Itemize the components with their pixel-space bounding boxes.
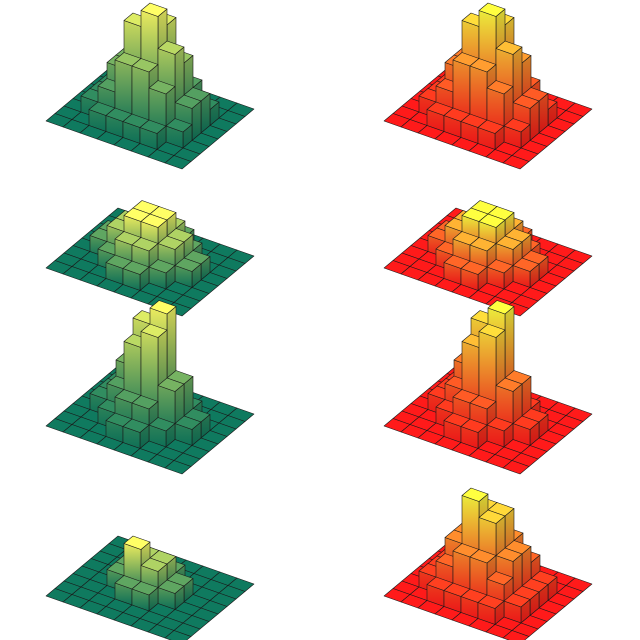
bar-top-face xyxy=(157,377,185,392)
bar-top-face xyxy=(486,571,514,586)
bar-top-face xyxy=(502,460,530,475)
bar-top-face xyxy=(502,155,530,170)
bar3d-chart-row3-right xyxy=(383,300,593,475)
bar-top-face xyxy=(174,257,202,272)
bar-top-face xyxy=(460,418,488,433)
bar-top-face xyxy=(139,119,167,134)
bar-top-face xyxy=(461,487,489,502)
bar-top-face xyxy=(512,257,540,272)
bar-top-face xyxy=(140,557,168,572)
bar-top-face xyxy=(495,235,523,250)
bar xyxy=(477,594,505,625)
bar-top-face xyxy=(469,549,497,564)
bar-top-face xyxy=(487,300,515,315)
bar xyxy=(164,155,192,170)
bar-top-face xyxy=(157,40,185,55)
bar xyxy=(174,415,202,446)
bar-top-face xyxy=(122,260,150,275)
bar-top-face xyxy=(469,395,497,410)
bar3d-chart-row1-right xyxy=(383,2,593,170)
bar3d-chart-row2-left xyxy=(45,200,255,317)
bar-top-face xyxy=(478,323,506,338)
bar-top-face xyxy=(512,415,540,430)
bar xyxy=(460,260,488,291)
bar-top-face xyxy=(165,118,193,133)
bar xyxy=(503,593,531,624)
bar xyxy=(164,460,192,475)
bar xyxy=(502,460,530,475)
bar-top-face xyxy=(486,259,514,274)
bar-top-face xyxy=(140,323,168,338)
bar xyxy=(157,579,185,610)
bar-top-face xyxy=(131,237,159,252)
bar-top-face xyxy=(148,80,176,95)
bar-top-face xyxy=(478,509,506,524)
bar xyxy=(148,417,176,448)
bar-top-face xyxy=(148,417,176,432)
bar-top-face xyxy=(131,581,159,596)
bar-top-face xyxy=(164,460,192,475)
bar xyxy=(164,630,192,640)
bar-top-face xyxy=(512,94,540,109)
bar3d-chart-row4-right xyxy=(383,487,593,640)
bar-top-face xyxy=(174,94,202,109)
bar3d-chart-row3-left xyxy=(45,300,255,475)
bar xyxy=(502,630,530,640)
bar-top-face xyxy=(149,300,177,315)
bar3d-chart-row4-left xyxy=(45,535,255,640)
bar3d-chart-row2-right xyxy=(383,200,593,317)
bar-top-face xyxy=(469,237,497,252)
bar-top-face xyxy=(477,119,505,134)
bar-top-face xyxy=(140,2,168,17)
bar-top-face xyxy=(157,235,185,250)
bar-top-face xyxy=(495,40,523,55)
bar-top-face xyxy=(131,395,159,410)
bar-top-face xyxy=(502,630,530,640)
bar-top-face xyxy=(503,593,531,608)
bar-top-face xyxy=(148,259,176,274)
bar-top-face xyxy=(503,118,531,133)
bar3d-chart-row1-left xyxy=(45,2,255,170)
bar-top-face xyxy=(469,58,497,73)
bar-top-face xyxy=(478,213,506,228)
bar-top-face xyxy=(460,260,488,275)
bar-top-face xyxy=(157,579,185,594)
bar-top-face xyxy=(495,547,523,562)
bar-top-face xyxy=(164,155,192,170)
bar xyxy=(502,155,530,170)
bar-top-face xyxy=(131,58,159,73)
bar-top-face xyxy=(477,594,505,609)
bar xyxy=(148,259,176,290)
bar-top-face xyxy=(486,417,514,432)
bar-top-face xyxy=(122,418,150,433)
bar-top-face xyxy=(495,377,523,392)
bar-top-face xyxy=(174,415,202,430)
bar-top-face xyxy=(478,2,506,17)
bar-top-face xyxy=(140,213,168,228)
bar-top-face xyxy=(486,80,514,95)
bar xyxy=(486,259,514,290)
bar-top-face xyxy=(164,630,192,640)
bar-top-face xyxy=(123,535,151,550)
